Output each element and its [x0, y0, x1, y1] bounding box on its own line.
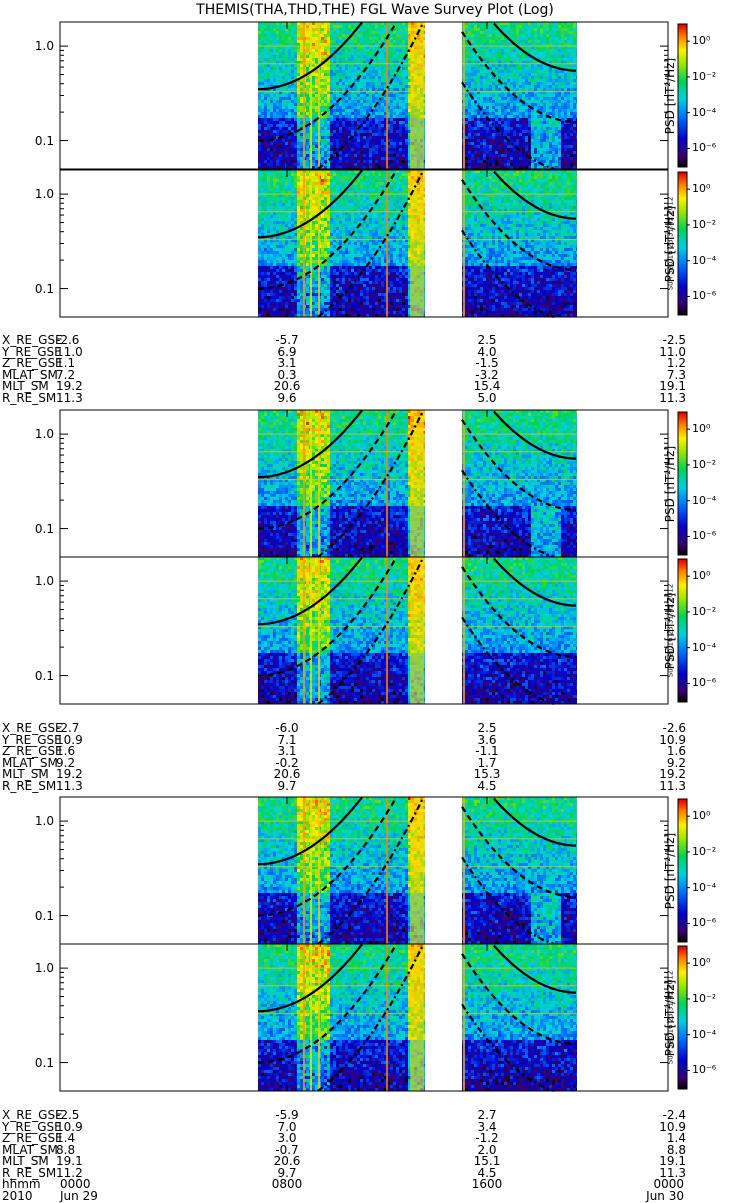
- ephemeris-value: 11.3: [566, 780, 686, 792]
- spectrogram-panel-tha-bperp: [60, 22, 690, 169]
- colorbar-tick-label: 10⁻⁴: [692, 642, 716, 654]
- freq-tick-label: 1.0: [0, 962, 54, 974]
- colorbar-tick-label: 10⁻⁴: [692, 882, 716, 894]
- ephemeris-value: 4.5: [427, 780, 547, 792]
- ephemeris-row-label: R_RE_SM: [2, 780, 56, 792]
- ephemeris-value: 5.0: [427, 392, 547, 404]
- colorbar-tick-label: 10⁻⁶: [692, 917, 716, 929]
- ephemeris-row-label: R_RE_SM: [2, 392, 56, 404]
- colorbar-tick-label: 10⁰: [692, 423, 710, 435]
- freq-tick-label: 0.1: [0, 283, 54, 295]
- colorbar-label: PSD [nT²/Hz]: [664, 811, 676, 931]
- freq-tick-label: 1.0: [0, 575, 54, 587]
- freq-tick-label: 0.1: [0, 670, 54, 682]
- freq-tick-label: 0.1: [0, 910, 54, 922]
- spectrogram-panel-thd-bpar: [60, 557, 690, 704]
- colorbar: [678, 24, 690, 167]
- colorbar-tick-label: 10⁻²: [692, 993, 716, 1005]
- freq-tick-label: 1.0: [0, 428, 54, 440]
- colorbar-tick-label: 10⁻⁶: [692, 1064, 716, 1076]
- freq-tick-label: 1.0: [0, 815, 54, 827]
- colorbar-tick-label: 10⁻²: [692, 606, 716, 618]
- colorbar-tick-label: 10⁻⁴: [692, 1029, 716, 1041]
- colorbar-tick-label: 10⁻⁴: [692, 107, 716, 119]
- freq-tick-label: 0.1: [0, 135, 54, 147]
- colorbar-tick-label: 10⁻⁶: [692, 530, 716, 542]
- freq-tick-label: 1.0: [0, 40, 54, 52]
- colorbar-tick-label: 10⁰: [692, 35, 710, 47]
- spectrogram-panel-thd-bperp: [60, 410, 690, 557]
- colorbar-tick-label: 10⁻²: [692, 71, 716, 83]
- ephemeris-value: 9.6: [227, 392, 347, 404]
- colorbar-label: PSD [nT²/Hz]: [664, 36, 676, 156]
- colorbar: [678, 799, 690, 942]
- colorbar-tick-label: 10⁰: [692, 570, 710, 582]
- colorbar-tick-label: 10⁻²: [692, 459, 716, 471]
- ephemeris-value: 11.3: [56, 392, 83, 404]
- timestamp-stamp: Sun Sep 16 23:31:42 2012: [668, 560, 675, 700]
- spectrogram-panel-the-bperp: [60, 797, 690, 944]
- freq-tick-label: 0.1: [0, 1057, 54, 1069]
- colorbar-tick-label: 10⁰: [692, 810, 710, 822]
- colorbar-tick-label: 10⁻⁶: [692, 142, 716, 154]
- colorbar: [678, 412, 690, 555]
- time-tick-label: 1600: [427, 1178, 547, 1190]
- colorbar-tick-label: 10⁻⁶: [692, 677, 716, 689]
- ephemeris-value: 11.3: [56, 780, 83, 792]
- time-tick-label: 0800: [227, 1178, 347, 1190]
- figure-title: THEMIS(THA,THD,THE) FGL Wave Survey Plot…: [0, 2, 750, 18]
- colorbar-label: PSD [nT²/Hz]: [664, 424, 676, 544]
- ephemeris-value: 11.3: [566, 392, 686, 404]
- spectrogram-panel-tha-bpar: [60, 170, 690, 317]
- colorbar-tick-label: 10⁻⁴: [692, 495, 716, 507]
- colorbar: [678, 559, 690, 702]
- timestamp-stamp: Sun Sep 16 23:31:42 2012: [668, 173, 675, 313]
- colorbar-tick-label: 10⁻²: [692, 219, 716, 231]
- spectrogram-panel-the-bpar: [60, 944, 690, 1091]
- colorbar: [678, 172, 690, 315]
- freq-tick-label: 0.1: [0, 523, 54, 535]
- colorbar-tick-label: 10⁰: [692, 183, 710, 195]
- freq-tick-label: 1.0: [0, 188, 54, 200]
- timestamp-stamp: Sun Sep 16 23:31:42 2012: [668, 947, 675, 1087]
- colorbar-tick-label: 10⁻⁴: [692, 255, 716, 267]
- colorbar-tick-label: 10⁻⁶: [692, 290, 716, 302]
- colorbar: [678, 946, 690, 1089]
- colorbar-tick-label: 10⁰: [692, 957, 710, 969]
- colorbar-tick-label: 10⁻²: [692, 846, 716, 858]
- ephemeris-value: 9.7: [227, 780, 347, 792]
